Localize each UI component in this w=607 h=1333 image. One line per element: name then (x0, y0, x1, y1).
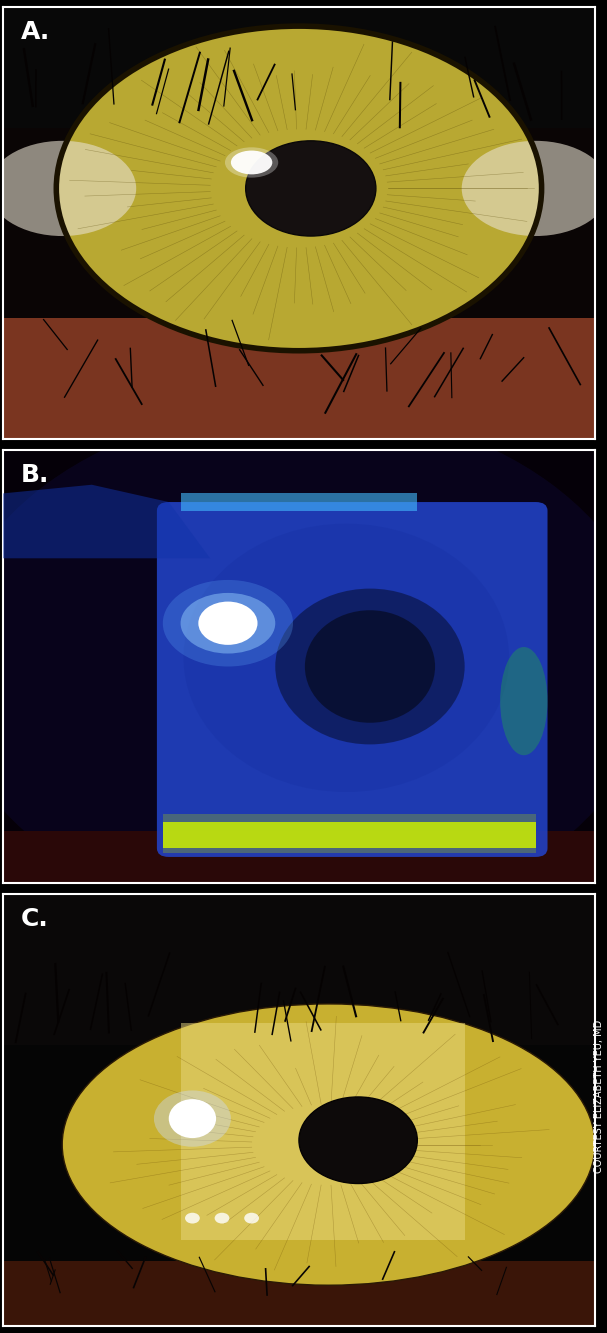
Ellipse shape (0, 141, 136, 236)
Ellipse shape (246, 141, 376, 236)
Ellipse shape (185, 1213, 200, 1224)
Ellipse shape (183, 524, 509, 792)
Polygon shape (3, 319, 595, 440)
Polygon shape (3, 830, 595, 882)
Ellipse shape (244, 1213, 259, 1224)
Ellipse shape (56, 27, 541, 351)
Ellipse shape (0, 407, 607, 926)
Ellipse shape (462, 141, 607, 236)
Ellipse shape (169, 1100, 216, 1138)
FancyBboxPatch shape (157, 503, 548, 857)
Ellipse shape (276, 589, 465, 744)
Ellipse shape (215, 1213, 229, 1224)
Ellipse shape (299, 1097, 418, 1184)
Text: B.: B. (21, 463, 49, 487)
Polygon shape (3, 485, 210, 559)
Polygon shape (3, 893, 595, 1045)
Text: C.: C. (21, 906, 49, 930)
Text: A.: A. (21, 20, 50, 44)
Polygon shape (163, 813, 536, 853)
Ellipse shape (154, 1090, 231, 1146)
Ellipse shape (231, 151, 273, 175)
Ellipse shape (500, 647, 548, 756)
Polygon shape (163, 822, 536, 848)
Ellipse shape (225, 148, 278, 177)
FancyBboxPatch shape (181, 1024, 465, 1240)
Ellipse shape (181, 593, 276, 653)
Polygon shape (3, 1261, 595, 1326)
Ellipse shape (198, 601, 257, 645)
Polygon shape (181, 493, 418, 511)
Ellipse shape (305, 611, 435, 722)
Polygon shape (3, 7, 595, 128)
Text: COURTESY ELIZABETH YEU, MD: COURTESY ELIZABETH YEU, MD (594, 1020, 604, 1173)
Ellipse shape (63, 1004, 595, 1285)
Ellipse shape (163, 580, 293, 666)
